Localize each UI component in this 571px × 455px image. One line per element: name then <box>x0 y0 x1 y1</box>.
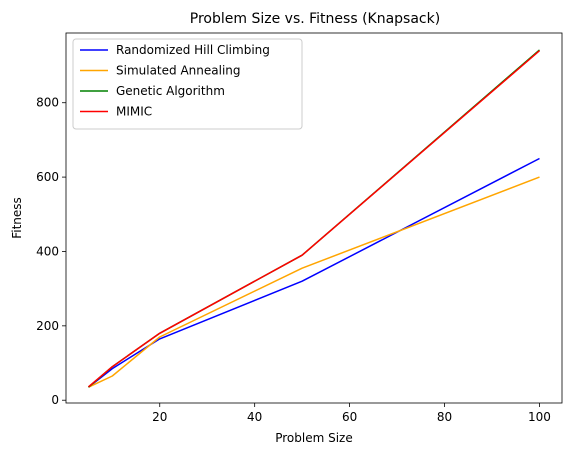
legend-label: Simulated Annealing <box>116 64 241 78</box>
legend-label: Genetic Algorithm <box>116 84 225 98</box>
chart-title: Problem Size vs. Fitness (Knapsack) <box>190 11 440 27</box>
series-line-simulated-annealing <box>88 176 540 388</box>
y-tick-label: 800 <box>36 96 59 110</box>
x-axis: 20 40 60 80 100 <box>152 403 551 424</box>
plot-frame <box>65 32 563 404</box>
x-tick-label: 100 <box>528 410 551 424</box>
x-tick-label: 40 <box>247 410 262 424</box>
x-axis-label: Problem Size <box>275 431 353 445</box>
plot-lines <box>88 49 540 388</box>
y-axis: 0 200 400 600 800 <box>36 96 66 407</box>
y-tick-label: 400 <box>36 244 59 258</box>
series-line-randomized-hill-climbing <box>88 157 540 388</box>
legend-label: Randomized Hill Climbing <box>116 43 270 57</box>
x-tick-label: 60 <box>342 410 357 424</box>
legend: Randomized Hill Climbing Simulated Anneal… <box>72 38 303 130</box>
y-tick-label: 0 <box>51 393 59 407</box>
series-line-mimic <box>88 50 540 388</box>
y-tick-label: 600 <box>36 170 59 184</box>
x-tick-label: 80 <box>437 410 452 424</box>
y-tick-label: 200 <box>36 319 59 333</box>
x-tick-label: 20 <box>152 410 167 424</box>
y-axis-label: Fitness <box>10 197 24 239</box>
legend-box <box>72 38 303 130</box>
legend-label: MIMIC <box>116 105 152 119</box>
